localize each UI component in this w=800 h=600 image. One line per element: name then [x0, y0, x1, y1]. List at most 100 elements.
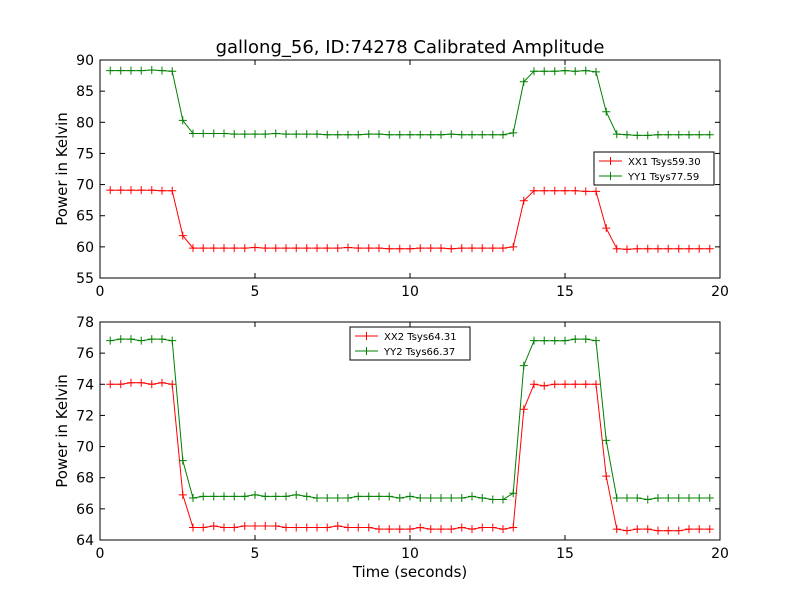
data-point [230, 492, 239, 501]
data-point [437, 493, 445, 502]
legend-label: XX1 Tsys59.30 [628, 157, 701, 168]
data-point [189, 493, 197, 502]
data-point [664, 493, 673, 502]
data-point [406, 492, 414, 501]
data-point [519, 196, 528, 205]
y-tick-label: 66 [76, 502, 94, 518]
data-point [488, 244, 497, 253]
data-point [664, 130, 673, 139]
data-point [499, 130, 507, 139]
data-point [137, 378, 146, 387]
data-point [550, 336, 559, 345]
data-point [168, 67, 177, 76]
data-point [116, 335, 125, 344]
data-point [561, 66, 569, 75]
data-point [106, 186, 115, 195]
y-tick-label: 74 [76, 377, 94, 393]
y-tick-label: 64 [76, 533, 94, 549]
data-point [395, 244, 404, 253]
y-tick-label: 85 [76, 84, 94, 100]
data-point [240, 492, 249, 501]
data-point [488, 523, 497, 532]
data-point [313, 523, 321, 532]
x-tick-label: 20 [711, 546, 729, 562]
data-point [282, 492, 290, 501]
data-point [457, 523, 466, 532]
data-point [530, 336, 538, 345]
data-point [364, 244, 373, 253]
data-point [354, 492, 363, 501]
data-point [137, 336, 146, 345]
data-point [158, 335, 166, 344]
data-point [323, 244, 332, 253]
data-point [189, 244, 197, 253]
data-point [426, 244, 435, 253]
data-point [282, 244, 290, 253]
data-point [240, 521, 249, 530]
data-point [302, 244, 311, 253]
data-point [685, 493, 693, 502]
data-point [612, 525, 621, 534]
data-point [519, 361, 528, 370]
data-point [168, 336, 177, 345]
y-tick-label: 70 [76, 178, 94, 194]
data-point [313, 244, 321, 253]
data-point [261, 521, 270, 530]
data-point [271, 521, 280, 530]
legend: XX1 Tsys59.30 YY1 Tsys77.59 [593, 151, 715, 186]
legend-entry: YY2 Tsys66.37 [355, 347, 455, 358]
data-point [106, 380, 115, 389]
legend-entry: YY1 Tsys77.59 [599, 172, 699, 183]
data-point [654, 493, 662, 502]
data-point [695, 244, 704, 253]
data-point [592, 380, 600, 389]
data-point [282, 130, 290, 139]
legend-label: YY1 Tsys77.59 [627, 172, 699, 183]
data-point [199, 244, 208, 253]
data-point [189, 129, 197, 138]
data-point [344, 493, 352, 502]
data-point [457, 493, 466, 502]
series-xx2 [106, 378, 714, 535]
data-point [643, 244, 652, 253]
y-tick-label: 70 [76, 440, 94, 456]
data-point [385, 492, 394, 501]
data-point [178, 456, 187, 465]
data-point [571, 186, 580, 195]
data-point [643, 525, 652, 534]
data-point [147, 335, 156, 344]
data-point [447, 244, 456, 253]
data-point [333, 493, 342, 502]
y-axis-label: Power in Kelvin [53, 374, 71, 488]
data-point [592, 336, 600, 345]
data-point [292, 130, 301, 139]
data-point [344, 130, 352, 139]
data-point [116, 186, 125, 195]
x-tick-label: 10 [401, 284, 419, 300]
y-tick-label: 65 [76, 209, 94, 225]
data-point [416, 523, 425, 532]
data-point [499, 495, 507, 504]
data-point [375, 525, 383, 534]
data-point [333, 244, 342, 253]
data-point [654, 526, 662, 535]
data-point [447, 525, 456, 534]
y-tick-label: 75 [76, 146, 94, 162]
data-point [530, 380, 538, 389]
data-point [354, 244, 363, 253]
data-point [147, 380, 156, 389]
data-point [426, 130, 435, 139]
data-point [540, 67, 549, 76]
data-point [292, 490, 301, 499]
data-point [178, 490, 187, 499]
data-point [550, 67, 559, 76]
data-point [158, 66, 166, 75]
data-point [468, 130, 476, 139]
data-point [230, 523, 239, 532]
data-point [633, 244, 642, 253]
legend-marker [606, 172, 615, 180]
data-point [519, 405, 528, 414]
data-point [178, 116, 187, 125]
data-point [457, 244, 466, 253]
data-point [416, 244, 425, 253]
